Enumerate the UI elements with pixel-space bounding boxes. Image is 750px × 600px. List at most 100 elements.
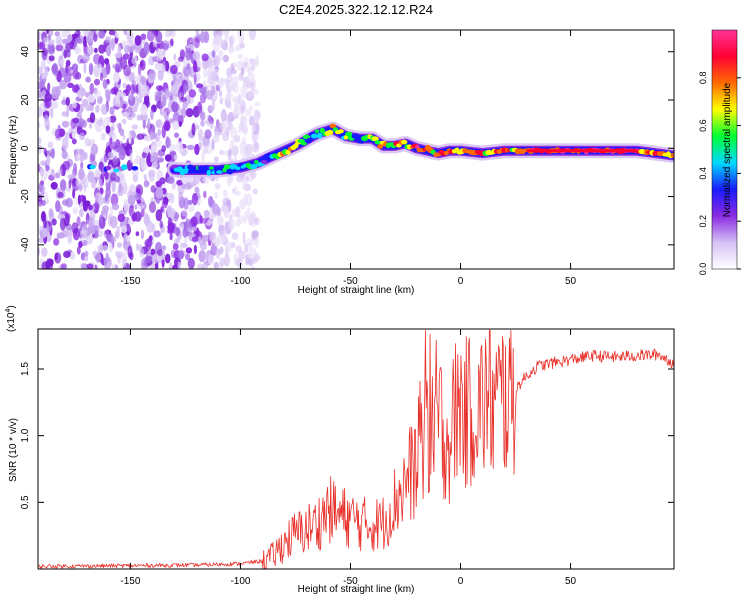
noise-blob	[252, 141, 260, 153]
noise-blob	[71, 132, 76, 139]
noise-blob	[157, 128, 162, 136]
noise-blob	[250, 264, 255, 269]
noise-blob	[173, 53, 177, 61]
noise-blob	[109, 215, 118, 229]
noise-blob	[202, 80, 206, 88]
ridge-blob	[371, 136, 379, 142]
noise-blob	[67, 34, 73, 42]
noise-blob	[100, 103, 109, 115]
noise-blob	[61, 150, 68, 160]
noise-blob	[242, 178, 248, 190]
noise-blob	[111, 86, 119, 95]
snr-y-tick-label: 0.5	[20, 495, 31, 509]
colorbar-label: Normalized spectral amplitude	[722, 82, 733, 217]
noise-blob	[175, 227, 181, 237]
figure-title: C2E4.2025.322.12.12.R24	[279, 2, 433, 17]
noise-blob	[232, 62, 237, 68]
noise-blob	[177, 261, 182, 269]
snr-y-label: SNR (10 * v/v)	[8, 418, 19, 482]
noise-blob	[85, 76, 91, 83]
noise-blob	[136, 243, 140, 252]
noise-blob	[116, 242, 123, 248]
noise-blob	[229, 126, 238, 139]
noise-blob	[200, 217, 208, 224]
noise-blob	[146, 220, 154, 233]
noise-blob	[110, 236, 117, 243]
noise-blob	[42, 89, 46, 97]
noise-blob	[238, 250, 246, 261]
noise-blob	[211, 49, 216, 58]
noise-blob	[48, 55, 55, 62]
noise-blob	[38, 137, 42, 145]
noise-blob	[210, 231, 215, 244]
noise-blob	[120, 225, 128, 234]
noise-blob	[166, 205, 173, 218]
noise-blob	[227, 85, 233, 93]
noise-blob	[122, 103, 127, 109]
noise-blob	[38, 194, 43, 203]
noise-blob	[72, 69, 79, 80]
noise-blob	[72, 101, 77, 109]
noise-blob	[254, 235, 260, 248]
noise-blob	[181, 211, 188, 217]
spectrogram-x-tick-label: -150	[120, 276, 140, 287]
noise-blob	[50, 148, 55, 159]
spectrogram-y-tick-label: 20	[20, 94, 31, 106]
noise-blob	[152, 38, 158, 48]
ridge-blob	[253, 160, 259, 164]
noise-blob	[129, 152, 133, 164]
noise-blob	[148, 69, 156, 80]
noise-blob	[84, 103, 90, 112]
spectrogram-x-axis: -150 -100 -50 0 50	[120, 30, 577, 287]
noise-blob	[227, 241, 232, 253]
noise-blob	[224, 253, 231, 267]
noise-blob	[65, 96, 71, 107]
noise-blob	[201, 53, 209, 62]
noise-blob	[77, 35, 84, 45]
snr-y-axis: 0.5 1.0 1.5	[20, 362, 674, 509]
noise-blob	[183, 197, 189, 210]
noise-blob	[99, 243, 104, 252]
noise-blob	[131, 105, 138, 113]
noise-blob	[220, 109, 227, 122]
noise-blob	[178, 250, 185, 260]
noise-blob	[155, 186, 164, 199]
noise-blob	[148, 201, 157, 213]
noise-blob	[248, 215, 254, 225]
noise-blob	[82, 53, 90, 63]
noise-blob	[245, 152, 252, 159]
noise-blob	[160, 206, 164, 213]
noise-blob	[150, 109, 154, 120]
noise-blob	[105, 186, 111, 199]
noise-blob	[79, 194, 84, 202]
spectrogram-y-tick-label: -40	[20, 237, 31, 252]
noise-blob	[82, 35, 87, 48]
noise-blob	[164, 31, 170, 38]
noise-blob	[54, 128, 62, 139]
noise-blob	[157, 63, 165, 71]
noise-blob	[227, 218, 235, 230]
noise-blob	[157, 68, 164, 81]
noise-blob	[105, 36, 112, 44]
noise-blob	[82, 201, 88, 212]
noise-blob	[172, 120, 180, 131]
noise-blob	[62, 38, 69, 45]
colorbar-tick-label: 0.0	[698, 263, 708, 276]
noise-blob	[80, 229, 88, 235]
noise-blob	[43, 191, 49, 203]
noise-blob	[205, 90, 213, 100]
ridge-blob	[377, 143, 384, 149]
noise-blob	[222, 189, 228, 197]
ridge-blob	[216, 170, 223, 174]
spectrogram-x-tick-label: 0	[458, 276, 464, 287]
ridge-blob	[314, 129, 320, 134]
noise-blob	[191, 192, 198, 206]
noise-blob	[39, 167, 45, 177]
noise-blob	[229, 36, 233, 48]
snr-line	[38, 329, 674, 569]
spectrogram-y-tick-label: 0	[20, 145, 31, 151]
noise-blob	[130, 83, 136, 95]
noise-blob	[207, 195, 214, 208]
noise-blob	[225, 92, 232, 103]
noise-blob	[121, 257, 127, 268]
